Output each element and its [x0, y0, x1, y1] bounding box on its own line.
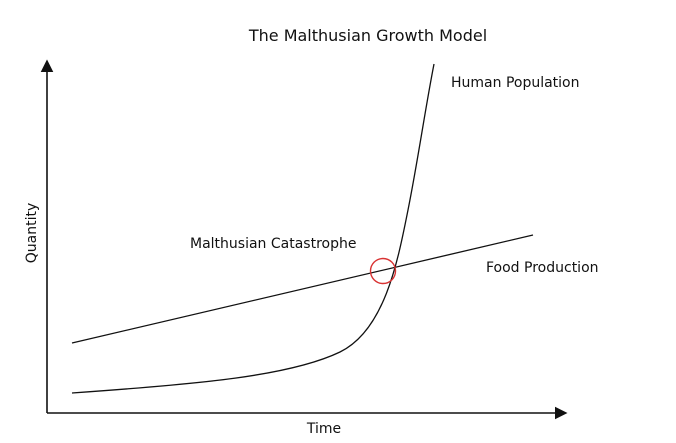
catastrophe-label: Malthusian Catastrophe	[190, 236, 356, 252]
y-axis-label: Quantity	[24, 203, 40, 264]
catastrophe-marker	[369, 257, 397, 285]
population-label: Human Population	[451, 75, 580, 91]
x-axis-label: Time	[306, 421, 341, 437]
food-production-line	[71, 234, 534, 344]
food-production-label: Food Production	[486, 260, 599, 276]
page-title: The Malthusian Growth Model	[248, 26, 487, 45]
human-population-curve	[71, 63, 435, 394]
